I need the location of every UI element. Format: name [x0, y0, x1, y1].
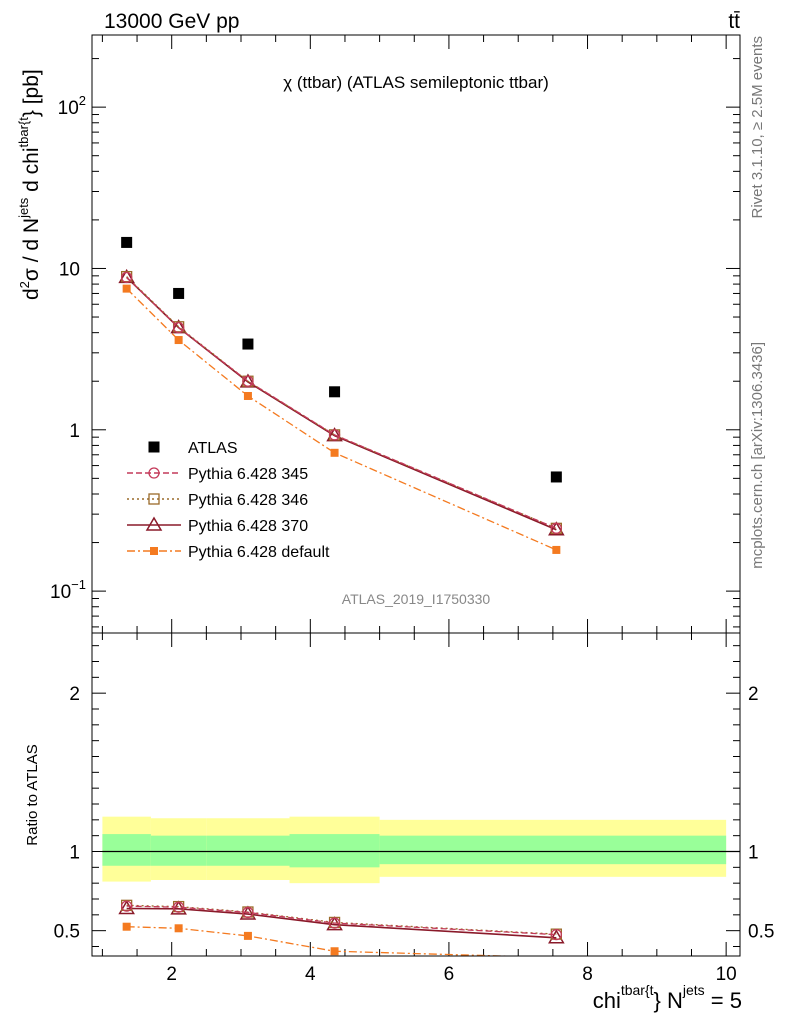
main-pythia-6.428-default-point — [174, 336, 183, 345]
main-pythia-6.428-345-line — [126, 276, 557, 529]
main-atlas-point — [329, 386, 341, 398]
process-label: tt̄ — [728, 10, 740, 33]
ratio-pythia-6.428-370-point — [548, 929, 565, 944]
ratio-pythia-6.428-345-line — [126, 905, 557, 936]
watermark: ATLAS_2019_I1750330 — [342, 591, 491, 607]
ratio-series-layer — [118, 899, 565, 956]
ratio-pythia-6.428-default-point — [174, 924, 183, 933]
stat-uncertainty-band — [379, 835, 727, 865]
main-pythia-6.428-345-point — [328, 429, 341, 441]
stat-uncertainty-band — [150, 835, 207, 866]
y-tick-label: 102 — [58, 93, 86, 119]
main-pythia-6.428-345-point — [121, 271, 133, 284]
rivet-label: Rivet 3.1.10, ≥ 2.5M events — [749, 36, 766, 219]
ratio-y-tick-label: 0.5 — [54, 922, 80, 943]
ratio-pythia-6.428-default-point — [330, 947, 339, 956]
legend-marker — [145, 516, 163, 531]
ratio-y-tick-label-right: 0.5 — [748, 922, 774, 943]
ratio-pythia-6.428-default-line — [126, 926, 524, 956]
ratio-pythia-6.428-345-point — [328, 917, 341, 929]
main-pythia-6.428-345-point — [550, 522, 562, 534]
main-pythia-6.428-370-point — [548, 521, 565, 536]
ratio-uncertainty-bands — [102, 816, 740, 884]
ratio-pythia-6.428-370-line — [126, 907, 557, 939]
ratio-pythia-6.428-345-point — [121, 900, 133, 912]
legend-marker — [148, 467, 160, 479]
x-tick-label: 6 — [444, 964, 455, 985]
energy-label: 13000 GeV pp — [104, 10, 239, 33]
ratio-panel: 0.5 0.5 1 1 2 2 2 4 6 8 10 Ratio to ATLAS chitbar{… — [24, 632, 774, 1013]
main-panel: 10−1 1 10 102 χ (ttbar) (ATLAS semileptonic… — [16, 34, 741, 634]
stat-uncertainty-band — [289, 834, 380, 868]
legend-marker — [148, 493, 160, 505]
ratio-series-group — [118, 899, 565, 956]
x-tick-label: 2 — [166, 964, 177, 985]
main-title: χ (ttbar) (ATLAS semileptonic ttbar) — [283, 73, 549, 92]
x-tick-label: 10 — [716, 964, 737, 985]
mcplots-label: mcplots.cern.ch [arXiv:1306.3436] — [749, 342, 766, 569]
main-series-layer — [118, 236, 565, 554]
legend-label: ATLAS — [188, 440, 238, 457]
legend-marker — [148, 441, 160, 453]
main-atlas-point — [173, 287, 185, 299]
legend-label: Pythia 6.428 370 — [188, 518, 308, 535]
ratio-y-tick-label-right: 2 — [748, 684, 759, 705]
stat-uncertainty-band — [206, 835, 290, 866]
y-tick-label: 10−1 — [50, 577, 86, 603]
y-tick-label: 1 — [69, 421, 80, 442]
main-atlas-point — [550, 471, 562, 483]
main-pythia-6.428-default-point — [552, 545, 561, 554]
ratio-pythia-6.428-345-point — [550, 928, 562, 941]
main-pythia-6.428-default-point — [330, 448, 339, 457]
ratio-y-tick-label: 2 — [69, 684, 80, 705]
ratio-pythia-6.428-default-point — [243, 931, 252, 940]
main-pythia-6.428-default-line — [126, 288, 557, 551]
x-tick-label: 4 — [305, 964, 316, 985]
legend-label: Pythia 6.428 345 — [188, 466, 308, 483]
main-axis-ticks: 10−1 1 10 102 — [50, 35, 740, 633]
ratio-y-label: Ratio to ATLAS — [24, 744, 41, 845]
legend-marker — [150, 547, 158, 555]
main-pythia-6.428-370-point — [239, 373, 257, 388]
ratio-pythia-6.428-default-point — [122, 922, 131, 931]
legend-label: Pythia 6.428 346 — [188, 492, 308, 509]
ratio-y-tick-label-right: 1 — [748, 843, 759, 864]
main-pythia-6.428-345-point — [172, 321, 185, 334]
main-pythia-6.428-default-point — [243, 391, 252, 400]
main-pythia-6.428-370-point — [326, 427, 343, 442]
main-pythia-6.428-345-point — [242, 375, 254, 387]
main-pythia-6.428-default-point — [122, 284, 131, 293]
main-pythia-6.428-346-line — [126, 276, 557, 529]
y-tick-label: 10 — [59, 259, 80, 280]
ratio-pythia-6.428-345-point — [172, 901, 185, 913]
main-y-label: d2σ / d Njets d chitbar{t} [pb] — [16, 69, 43, 300]
main-atlas-point — [121, 236, 133, 248]
legend-label: Pythia 6.428 default — [188, 544, 330, 561]
ratio-frame — [91, 632, 741, 957]
ratio-axis-ticks: 0.5 0.5 1 1 2 2 2 4 6 8 10 — [54, 633, 774, 985]
legend: ATLAS Pythia 6.428 345 Pythia 6.428 346 Pyt… — [127, 440, 330, 561]
ratio-pythia-6.428-370-point — [118, 900, 135, 915]
main-atlas-point — [242, 338, 254, 350]
stat-uncertainty-band — [102, 834, 151, 866]
x-tick-label: 8 — [582, 964, 593, 985]
ratio-pythia-6.428-345-point — [242, 906, 254, 919]
ratio-x-label: chitbar{t} Njets = 5 — [593, 982, 742, 1013]
ratio-y-tick-label: 1 — [69, 843, 80, 864]
